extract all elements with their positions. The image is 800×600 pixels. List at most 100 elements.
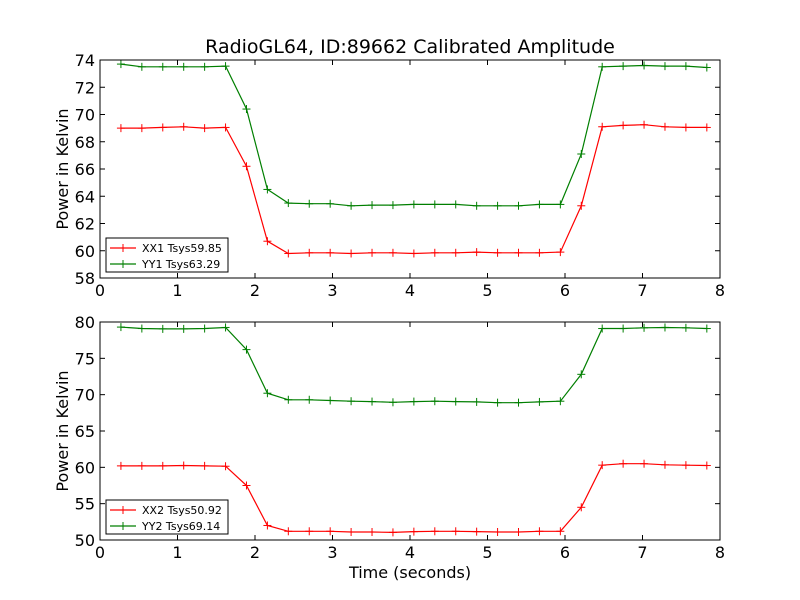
data-point [409,397,418,406]
data-point [702,324,711,333]
y-tick-label: 50 [75,531,95,550]
data-point [640,61,649,70]
data-point [305,199,314,208]
data-point [660,122,669,131]
x-tick-label: 2 [250,543,260,562]
data-point [284,199,293,208]
data-point [388,528,397,537]
data-point [242,105,251,114]
data-point [598,122,607,131]
data-point [619,459,628,468]
y-tick-label: 60 [75,458,95,477]
data-point [284,527,293,536]
data-point [242,345,251,354]
data-point [535,527,544,536]
data-point [388,398,397,407]
data-point [221,323,230,332]
data-point [451,397,460,406]
data-point [640,323,649,332]
y-tick-label: 80 [75,313,95,332]
legend-label: XX2 Tsys50.92 [142,504,222,517]
data-point [472,397,481,406]
y-tick-label: 65 [75,422,95,441]
y-tick-label: 74 [75,51,95,70]
data-point [535,248,544,257]
data-point [263,185,272,194]
data-point [640,459,649,468]
x-tick-label: 0 [95,543,105,562]
data-point [137,461,146,470]
data-point [514,201,523,210]
data-point [598,324,607,333]
data-point [681,461,690,470]
y-tick-label: 62 [75,215,95,234]
x-tick-label: 8 [715,543,725,562]
x-tick-label: 5 [482,543,492,562]
data-point [284,249,293,258]
data-point [430,200,439,209]
data-point [179,62,188,71]
data-point [681,123,690,132]
legend-item-1: XX2 Tsys50.92 [110,504,222,517]
data-point [221,123,230,132]
data-point [305,395,314,404]
data-point [619,121,628,130]
data-point [451,527,460,536]
x-tick-label: 0 [95,281,105,300]
data-point [137,62,146,71]
data-point [619,324,628,333]
panel-2: 0 1 2 3 4 5 6 7 8 50 55 60 65 70 75 80 Power in Kelvin Ti… [53,313,725,582]
data-point [347,397,356,406]
x-tick-label: 1 [172,543,182,562]
data-point [430,248,439,257]
data-point [660,323,669,332]
data-point [368,397,377,406]
data-point [514,248,523,257]
data-point [221,462,230,471]
legend-label: YY2 Tsys69.14 [141,520,220,533]
data-point [137,324,146,333]
data-point [200,62,209,71]
data-point [221,62,230,71]
data-point [158,62,167,71]
data-point [388,248,397,257]
data-point [619,62,628,71]
data-point [409,200,418,209]
data-point [472,527,481,536]
data-point [660,460,669,469]
legend-box [105,499,229,535]
data-point [368,201,377,210]
series-line-2 [120,63,707,207]
data-point [514,528,523,537]
data-point [347,201,356,210]
data-point [263,237,272,246]
data-point [535,200,544,209]
x-tick-label: 8 [715,281,725,300]
data-point [681,323,690,332]
series-line-2 [120,326,707,404]
data-point [116,461,125,470]
data-point [179,122,188,131]
data-point [368,248,377,257]
data-point [347,249,356,258]
data-point [263,389,272,398]
data-point [702,461,711,470]
legend-item-2: YY2 Tsys69.14 [110,520,220,533]
data-point [116,124,125,133]
x-tick-label: 3 [327,543,337,562]
y-tick-label: 58 [75,269,95,288]
data-point [326,199,335,208]
x-tick-label: 3 [327,281,337,300]
data-point [430,397,439,406]
legend-label: YY1 Tsys63.29 [141,258,220,271]
data-point [702,123,711,132]
data-point [305,248,314,257]
data-point [577,201,586,210]
data-point [242,481,251,490]
x-tick-label: 7 [637,543,647,562]
data-point [347,528,356,537]
data-point [137,124,146,133]
data-point [472,248,481,257]
data-point [326,527,335,536]
